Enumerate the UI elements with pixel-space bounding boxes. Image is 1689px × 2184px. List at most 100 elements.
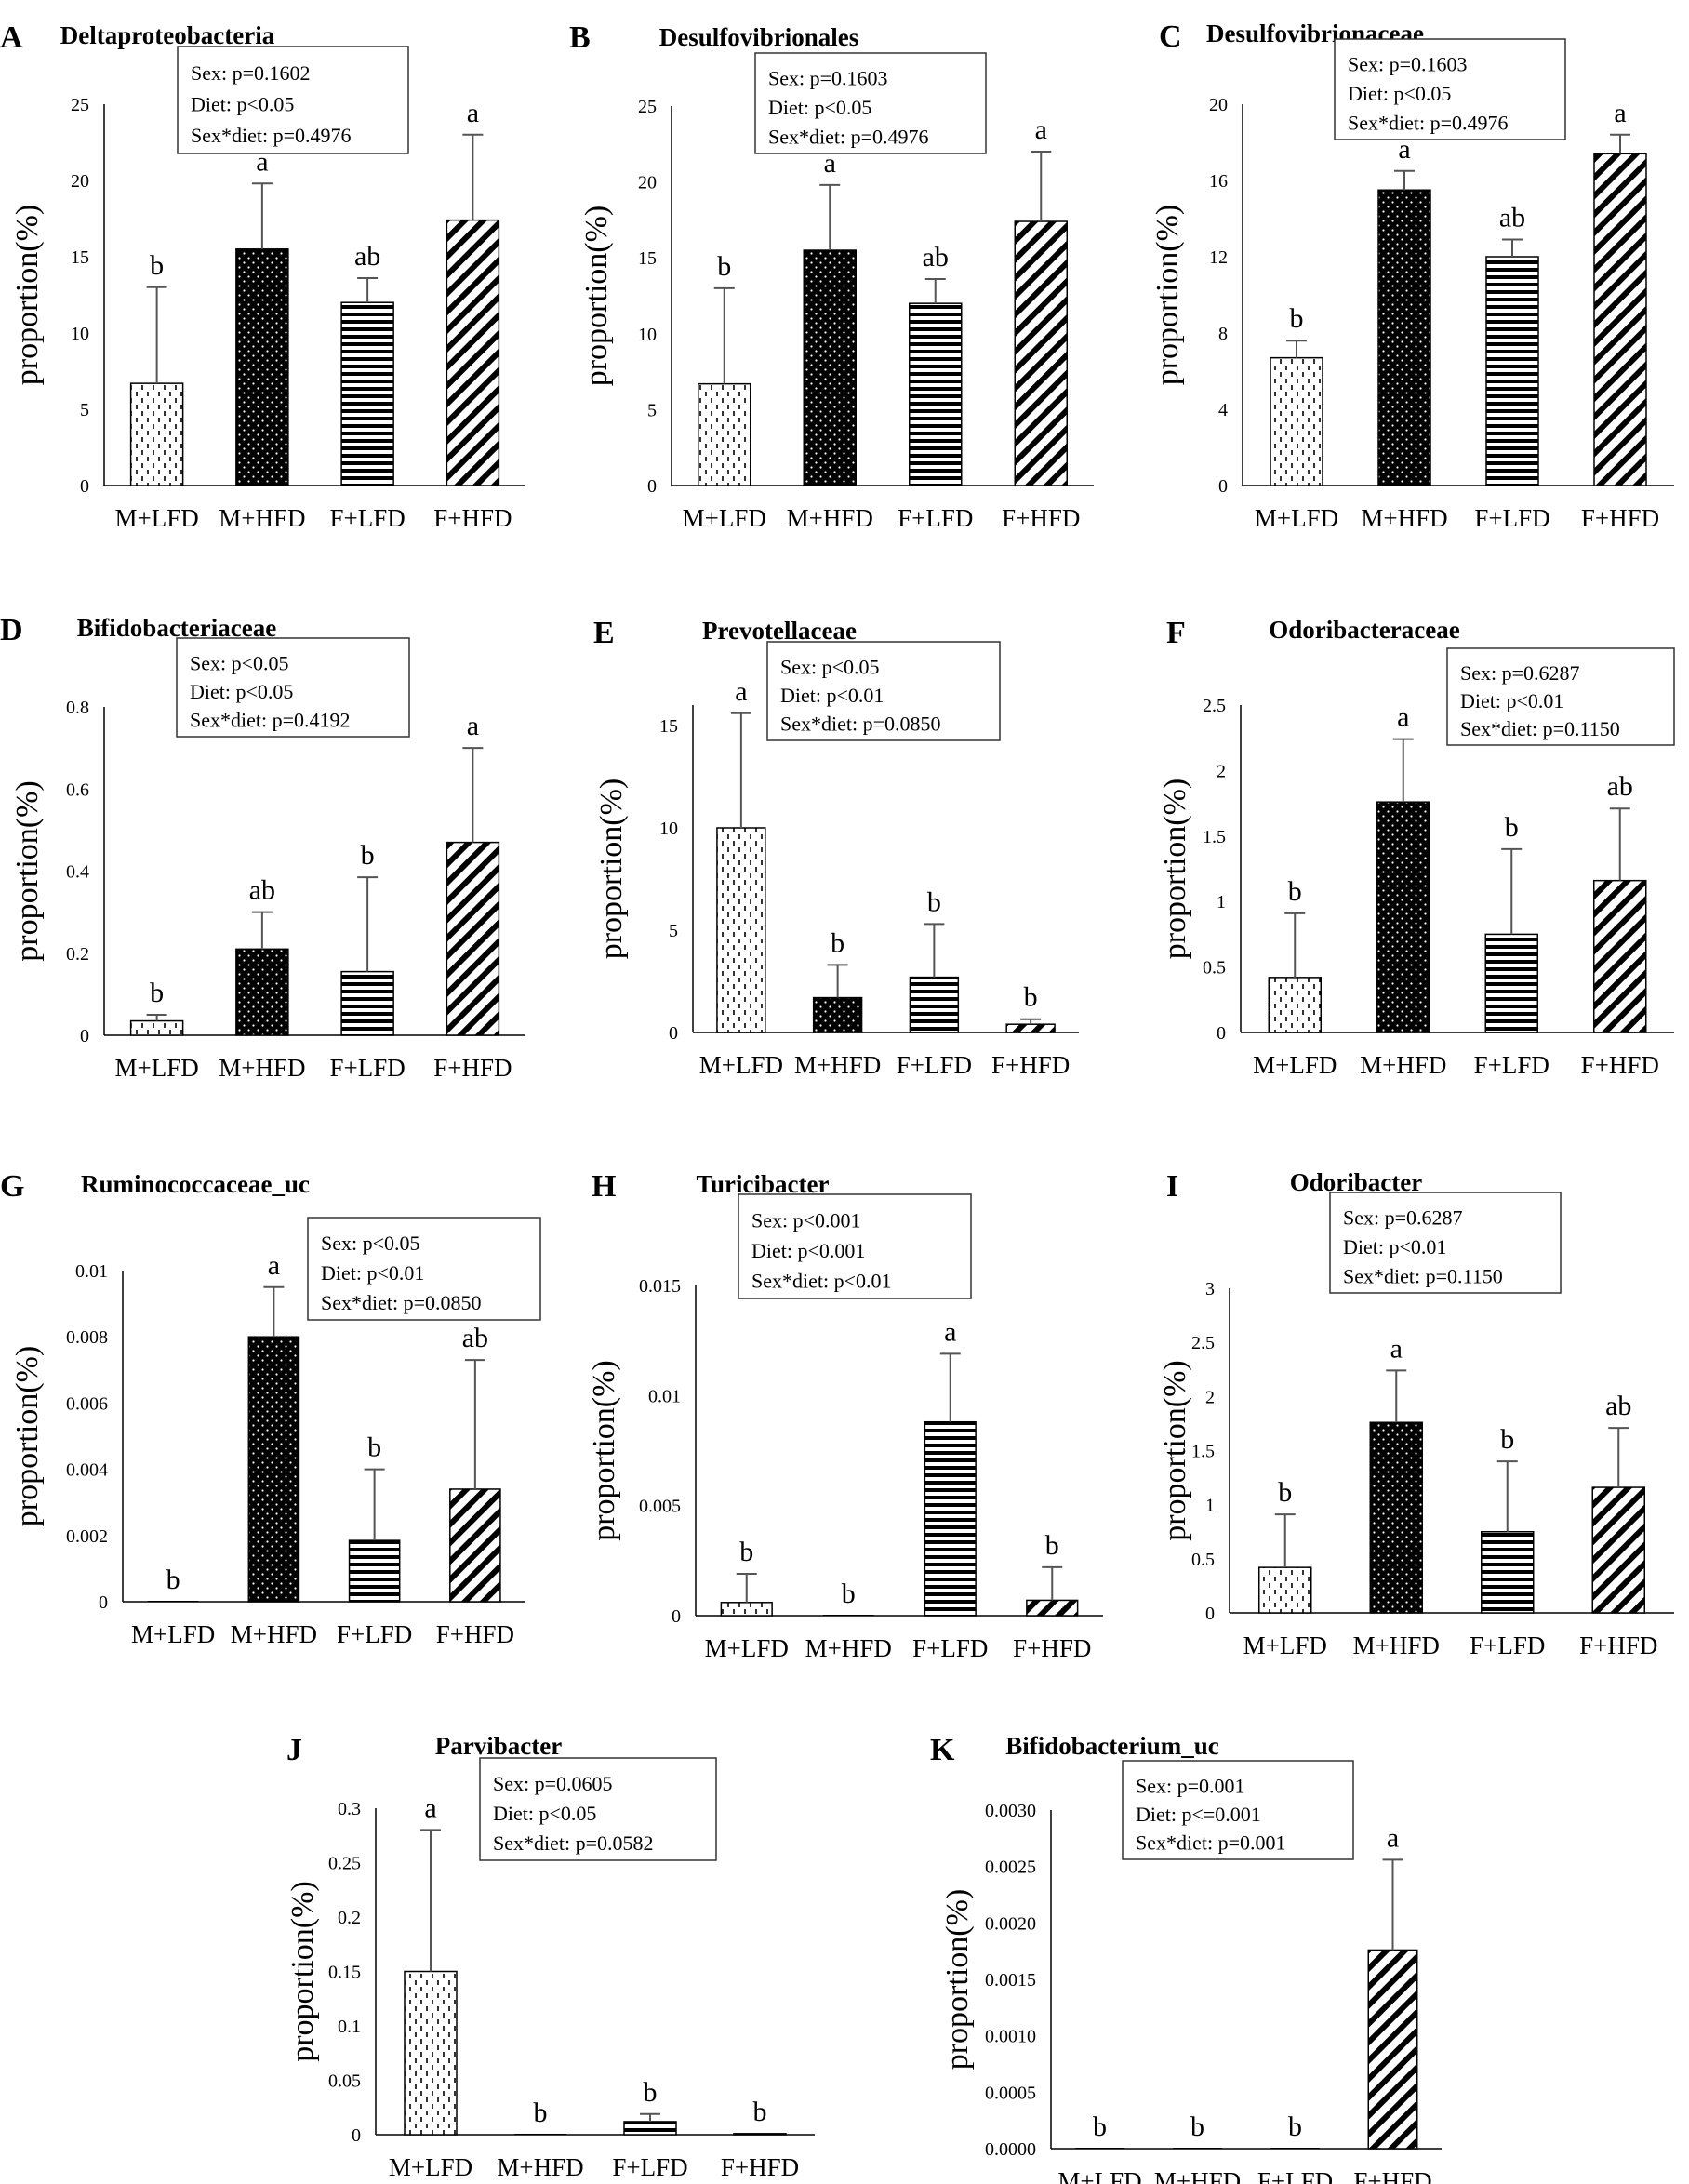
panel-i: I Odoribacter 0 0.5 1 1.5 2 2.5 3 proportion(%) b M… (1158, 1168, 1674, 1659)
y-tick-label: 0.004 (66, 1460, 108, 1481)
y-tick-label: 20 (71, 171, 89, 192)
stats-box (754, 52, 987, 154)
stats-box (1446, 647, 1675, 746)
y-tick-label: 15 (71, 247, 89, 268)
x-tick-label: F+HFD (1013, 1634, 1091, 1662)
panel-d: D Bifidobacteriaceae 0 0.2 0.4 0.6 0.8 proporti… (0, 613, 525, 1082)
bar-f-hfd (446, 219, 500, 486)
y-tick-label: 0 (669, 1023, 678, 1044)
bar-m-hfd (822, 1615, 874, 1616)
y-tick-label: 1.5 (1191, 1442, 1215, 1462)
y-tick-label: 0.008 (66, 1327, 108, 1348)
y-tick-label: 15 (659, 716, 678, 737)
y-tick-label: 0.015 (639, 1276, 681, 1297)
y-tick-label: 0 (672, 1606, 681, 1627)
stats-box (176, 637, 410, 738)
significance-letter: b (1500, 1424, 1514, 1455)
y-axis-label: proportion(%) (940, 1889, 975, 2071)
y-axis-label: proportion(%) (1158, 1360, 1192, 1541)
x-tick-label: M+HFD (219, 1054, 305, 1082)
chart-title: Parvibacter (435, 1732, 562, 1760)
chart-title: Desulfovibrionales (659, 23, 859, 51)
y-tick-label: 2.5 (1191, 1333, 1215, 1353)
stats-line: Diet: p<0.001 (751, 1239, 865, 1262)
stats-box (766, 641, 1001, 741)
y-tick-label: 0 (1217, 1023, 1226, 1044)
significance-letter: b (842, 1578, 856, 1609)
panel-label: D (0, 613, 23, 647)
y-tick-label: 0.006 (66, 1393, 108, 1414)
stats-line: Sex*diet: p=0.1150 (1343, 1264, 1503, 1287)
y-axis-label: proportion(%) (10, 205, 45, 386)
y-tick-label: 0.15 (328, 1963, 361, 1983)
stats-line: Diet: p<0.01 (1343, 1235, 1446, 1258)
significance-letter: b (1288, 876, 1302, 907)
y-tick-label: 0.1 (338, 2017, 361, 2037)
significance-letter: ab (354, 241, 380, 272)
y-tick-label: 0.0020 (985, 1913, 1036, 1934)
stats-line: Diet: p<=0.001 (1136, 1803, 1261, 1826)
bar-f-hfd (1591, 1486, 1645, 1614)
stats-line: Sex: p=0.001 (1136, 1774, 1245, 1797)
y-tick-label: 5 (669, 921, 678, 941)
significance-letter: b (534, 2097, 548, 2128)
bar-m-hfd (812, 996, 863, 1033)
x-tick-label: M+HFD (1353, 1631, 1440, 1659)
y-tick-label: 2 (1217, 761, 1226, 781)
y-axis-label: proportion(%) (10, 780, 45, 962)
stats-line: Diet: p<0.05 (191, 93, 294, 116)
bar-f-hfd (1026, 1599, 1079, 1617)
bar-f-hfd (1005, 1023, 1056, 1033)
bar-f-lfd (1270, 2148, 1320, 2149)
bar-m-hfd (1369, 1421, 1423, 1614)
x-tick-label: M+LFD (1255, 504, 1338, 532)
bar-m-lfd (1258, 1566, 1312, 1614)
stats-box (1122, 1760, 1354, 1860)
significance-letter: b (1093, 2111, 1107, 2142)
bar-m-hfd (1173, 2148, 1222, 2149)
x-tick-label: F+LFD (337, 1620, 412, 1648)
y-tick-label: 4 (1218, 400, 1228, 420)
bar-m-hfd (1377, 189, 1431, 486)
x-tick-label: F+LFD (912, 1634, 988, 1662)
stats-line: Diet: p<0.01 (1460, 689, 1563, 712)
bar-m-lfd (129, 1019, 184, 1036)
x-tick-label: M+LFD (1253, 1051, 1337, 1079)
stats-line: Sex*diet: p=0.001 (1136, 1831, 1286, 1855)
panel-label: H (592, 1169, 616, 1204)
bar-f-hfd (446, 841, 500, 1036)
y-tick-label: 0 (1205, 1604, 1215, 1624)
bar-f-lfd (623, 2121, 677, 2136)
y-tick-label: 20 (638, 173, 657, 193)
x-tick-label: M+LFD (705, 1634, 789, 1662)
y-tick-label: 0.002 (66, 1526, 108, 1547)
panel-c: C Desulfovibrionaceae048121620proportion(… (1150, 20, 1674, 532)
significance-letter: b (831, 927, 844, 958)
y-tick-label: 0.5 (1203, 958, 1226, 979)
y-axis-label: proportion(%) (587, 1360, 621, 1541)
y-tick-label: 20 (1209, 95, 1228, 115)
y-tick-label: 25 (638, 97, 657, 117)
panel-label: J (286, 1733, 302, 1767)
y-tick-label: 8 (1218, 324, 1228, 344)
bar-m-lfd (1270, 356, 1323, 486)
y-tick-label: 5 (80, 400, 89, 420)
stats-line: Sex*diet: p<0.01 (751, 1270, 892, 1293)
stats-line: Diet: p<0.01 (780, 684, 884, 707)
stats-box (307, 1217, 541, 1321)
stats-box (479, 1757, 717, 1861)
stats-line: Sex*diet: p=0.0582 (493, 1831, 654, 1855)
panel-label: E (593, 616, 615, 650)
y-tick-label: 0.25 (328, 1854, 361, 1874)
panel-e: E Prevotellaceae 0 5 10 15 proportion(%) a M+LFD… (593, 616, 1079, 1079)
bar-m-lfd (720, 1602, 773, 1617)
x-tick-label: F+LFD (612, 2153, 687, 2181)
y-tick-label: 0.6 (66, 779, 89, 800)
significance-letter: a (467, 98, 479, 128)
x-tick-label: F+LFD (1474, 504, 1549, 532)
panel-label: C (1159, 20, 1182, 54)
stats-line: Sex: p=0.0605 (493, 1772, 613, 1795)
bar-m-hfd (514, 2134, 566, 2135)
y-tick-label: 0.0005 (985, 2083, 1036, 2103)
x-tick-label: M+HFD (231, 1620, 317, 1648)
